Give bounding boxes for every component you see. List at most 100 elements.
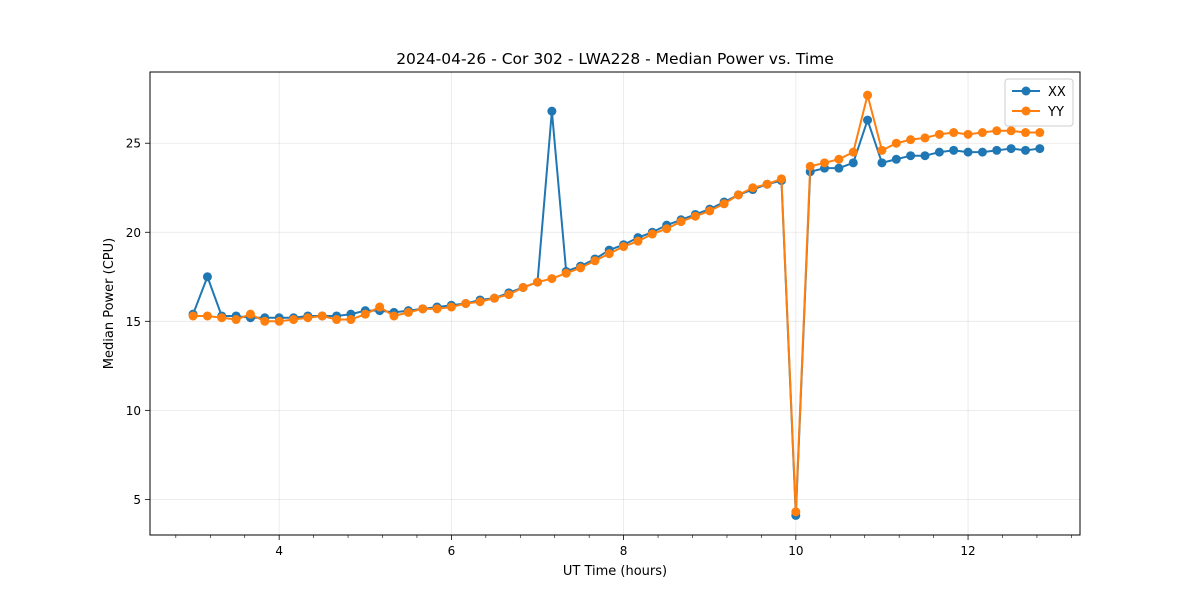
- data-point-yy: [647, 229, 657, 239]
- data-point-yy: [274, 316, 284, 326]
- data-point-yy: [863, 90, 873, 100]
- data-point-yy: [504, 290, 514, 300]
- data-point-yy: [834, 154, 844, 164]
- data-point-yy: [690, 211, 700, 221]
- x-tick-label: 6: [448, 544, 456, 558]
- data-point-yy: [489, 293, 499, 303]
- data-point-yy: [188, 311, 198, 321]
- data-point-yy: [217, 313, 227, 323]
- data-point-yy: [791, 507, 801, 517]
- data-point-yy: [245, 309, 255, 319]
- data-point-yy: [934, 129, 944, 139]
- data-point-yy: [1006, 126, 1016, 136]
- data-point-yy: [977, 128, 987, 138]
- data-point-yy: [1035, 128, 1045, 138]
- data-point-yy: [332, 315, 342, 325]
- data-point-xx: [920, 151, 930, 161]
- data-point-yy: [360, 309, 370, 319]
- data-point-yy: [446, 302, 456, 312]
- y-tick-label: 25: [126, 137, 141, 151]
- data-point-yy: [877, 145, 887, 155]
- data-point-xx: [863, 115, 873, 125]
- data-point-xx: [906, 151, 916, 161]
- series-yy: [188, 90, 1045, 517]
- data-point-yy: [676, 217, 686, 227]
- data-point-yy: [576, 263, 586, 273]
- x-tick-label: 12: [960, 544, 975, 558]
- y-axis-label: Median Power (CPU): [102, 238, 117, 369]
- data-point-xx: [992, 145, 1002, 155]
- data-point-xx: [1006, 144, 1016, 154]
- y-tick-label: 10: [126, 404, 141, 418]
- x-tick-label: 4: [275, 544, 283, 558]
- chart-title: 2024-04-26 - Cor 302 - LWA228 - Median P…: [396, 50, 834, 68]
- x-tick-label: 8: [620, 544, 628, 558]
- data-point-yy: [604, 249, 614, 259]
- data-point-xx: [877, 158, 887, 168]
- data-point-yy: [805, 161, 815, 171]
- data-point-yy: [461, 299, 471, 308]
- data-point-xx: [977, 147, 987, 157]
- x-axis-label: UT Time (hours): [563, 564, 667, 579]
- data-point-yy: [733, 190, 743, 200]
- data-point-xx: [949, 145, 959, 155]
- data-point-yy: [418, 304, 428, 314]
- data-point-yy: [920, 133, 930, 143]
- data-point-xx: [547, 106, 557, 116]
- data-point-yy: [949, 128, 959, 138]
- data-point-yy: [891, 138, 901, 148]
- data-point-yy: [662, 224, 672, 234]
- data-point-xx: [202, 272, 212, 282]
- data-point-xx: [891, 154, 901, 164]
- data-point-yy: [317, 311, 327, 321]
- data-point-yy: [403, 307, 413, 317]
- data-point-yy: [375, 302, 385, 312]
- data-point-yy: [303, 313, 313, 323]
- data-point-yy: [963, 129, 973, 139]
- data-point-xx: [834, 163, 844, 173]
- data-point-yy: [561, 268, 571, 278]
- y-tick-label: 15: [126, 315, 141, 329]
- data-point-yy: [289, 315, 299, 325]
- data-point-yy: [848, 147, 858, 157]
- data-point-yy: [432, 304, 442, 314]
- data-point-yy: [547, 274, 557, 284]
- legend-marker-yy: [1021, 106, 1031, 116]
- series-layer: [188, 90, 1045, 520]
- data-point-yy: [346, 315, 356, 325]
- data-point-yy: [619, 242, 629, 252]
- data-point-yy: [389, 311, 399, 321]
- plot-frame: [149, 71, 1081, 536]
- axes: 4 6 8 10 12 5 10 15 20 25: [126, 137, 1072, 558]
- data-point-yy: [705, 206, 715, 216]
- data-point-yy: [518, 282, 528, 292]
- data-point-yy: [475, 297, 485, 307]
- data-point-xx: [1035, 144, 1045, 154]
- legend-label-xx: XX: [1048, 85, 1066, 100]
- data-point-xx: [934, 147, 944, 157]
- data-point-xx: [963, 147, 973, 157]
- data-point-xx: [1020, 145, 1030, 155]
- data-point-yy: [776, 174, 786, 184]
- data-point-xx: [848, 158, 858, 168]
- x-tick-label: 10: [788, 544, 803, 558]
- data-point-yy: [820, 158, 830, 168]
- data-point-yy: [590, 256, 600, 266]
- legend-marker-xx: [1021, 86, 1031, 96]
- data-point-yy: [202, 311, 212, 321]
- data-point-yy: [260, 316, 270, 326]
- data-point-yy: [1020, 128, 1030, 138]
- data-point-yy: [748, 183, 758, 193]
- data-point-yy: [906, 135, 916, 145]
- data-point-yy: [719, 199, 729, 209]
- data-point-yy: [633, 236, 643, 246]
- data-point-yy: [231, 315, 241, 325]
- data-point-yy: [992, 126, 1002, 136]
- y-tick-label: 20: [126, 226, 141, 240]
- data-point-yy: [533, 277, 542, 287]
- legend-label-yy: YY: [1047, 105, 1064, 120]
- data-point-yy: [762, 179, 772, 189]
- y-tick-label: 5: [133, 493, 141, 507]
